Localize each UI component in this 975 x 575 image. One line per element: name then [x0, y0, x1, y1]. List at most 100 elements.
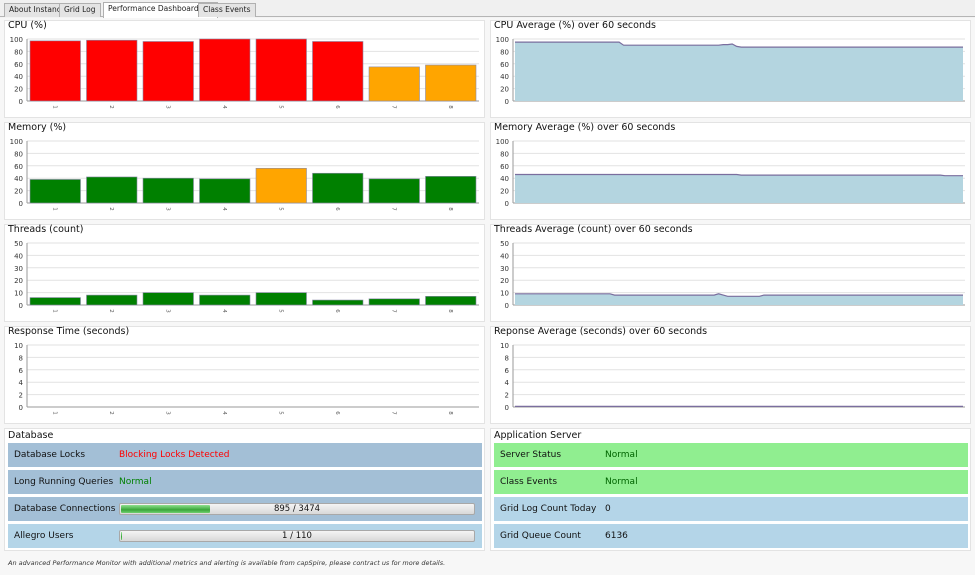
dashboard: CPU (%) 0 20 40 60 80 100 1 2 3 4 5 6 7 8 CPU Average… [0, 18, 975, 575]
tab-bar: About Instance Grid Log Performance Dash… [0, 0, 975, 18]
x-tick-label: 1 [51, 207, 57, 211]
y-tick-label: 10 [14, 290, 23, 298]
chart-title: Memory (%) [8, 122, 67, 133]
y-tick-label: 20 [14, 188, 23, 196]
x-tick-label: 3 [164, 207, 170, 211]
x-tick-label: 2 [108, 207, 114, 211]
progress-text: 1 / 110 [282, 531, 312, 541]
y-tick-label: 20 [14, 277, 23, 285]
area-fill [515, 174, 963, 203]
y-tick-label: 2 [19, 392, 23, 400]
tab-label: About Instance [9, 5, 66, 14]
bar [425, 296, 477, 306]
y-tick-label: 0 [19, 200, 23, 208]
memory-chart-panel: Memory (%) 0 20 40 60 80 100 1 2 3 4 5 6 7 8 [4, 122, 485, 220]
x-tick-label: 8 [447, 207, 453, 211]
y-tick-label: 0 [19, 98, 23, 106]
threads-bar-chart: 0 10 20 30 40 50 1 2 3 4 5 6 7 8 [14, 240, 479, 313]
y-tick-label: 4 [505, 379, 510, 387]
tab-grid-log[interactable]: Grid Log [59, 3, 101, 17]
row-label: Allegro Users [14, 531, 74, 541]
bar [368, 66, 420, 102]
y-tick-label: 80 [14, 150, 23, 158]
y-tick-label: 80 [500, 48, 509, 56]
y-tick-label: 6 [19, 367, 24, 375]
chart-title: Threads (count) [8, 224, 84, 235]
x-tick-label: 7 [390, 105, 396, 109]
x-tick-label: 8 [447, 309, 453, 313]
bar [142, 292, 194, 306]
y-tick-label: 2 [505, 392, 509, 400]
footer-note: An advanced Performance Monitor with add… [8, 559, 446, 567]
bar [29, 297, 81, 306]
bar [425, 64, 477, 102]
y-tick-label: 0 [505, 404, 509, 412]
long-running-queries-row: Long Running Queries Normal [8, 470, 482, 494]
row-label: Long Running Queries [14, 477, 114, 487]
database-connections-row: Database Connections 895 / 3474 [8, 497, 482, 521]
y-tick-label: 100 [10, 138, 23, 146]
y-tick-label: 40 [14, 175, 23, 183]
grid-queue-count-row: Grid Queue Count 6136 [494, 524, 968, 548]
tab-label: Class Events [203, 5, 251, 14]
y-tick-label: 60 [500, 61, 509, 69]
y-tick-label: 40 [500, 252, 509, 260]
bar [86, 176, 138, 204]
y-tick-label: 0 [505, 302, 509, 310]
database-locks-status: Blocking Locks Detected [119, 450, 230, 460]
allegro-users-progress: 1 / 110 [119, 530, 475, 542]
y-tick-label: 100 [10, 36, 23, 44]
row-label: Server Status [500, 450, 562, 460]
cpu-average-panel: CPU Average (%) over 60 seconds 0 20 40 60 8… [490, 20, 971, 118]
x-tick-label: 3 [164, 309, 170, 313]
x-tick-label: 2 [108, 411, 114, 415]
response-average-area-chart: 0 2 4 6 8 10 [500, 342, 965, 412]
y-tick-label: 0 [505, 98, 509, 106]
row-label: Grid Queue Count [500, 531, 581, 541]
row-label: Database Locks [14, 450, 86, 460]
x-tick-label: 8 [447, 411, 453, 415]
long-running-queries-status: Normal [119, 477, 152, 487]
bar [29, 179, 81, 204]
progress-fill [121, 505, 211, 513]
average-line [515, 41, 963, 48]
response-average-panel: Reponse Average (seconds) over 60 second… [490, 326, 971, 424]
x-tick-label: 3 [164, 411, 170, 415]
y-tick-label: 50 [500, 240, 509, 248]
threads-average-panel: Threads Average (count) over 60 seconds … [490, 224, 971, 322]
x-tick-label: 8 [447, 105, 453, 109]
x-tick-label: 4 [221, 207, 227, 211]
y-tick-label: 100 [496, 138, 509, 146]
y-tick-label: 10 [14, 342, 23, 350]
area-fill [515, 293, 963, 305]
chart-title: CPU Average (%) over 60 seconds [494, 20, 656, 31]
response-time-chart-panel: Response Time (seconds) 0 2 4 6 8 10 1 2 3 4 5 6 7 8 [4, 326, 485, 424]
x-tick-label: 4 [221, 105, 227, 109]
x-tick-label: 5 [277, 105, 283, 109]
application-server-title: Application Server [494, 430, 582, 441]
row-label: Database Connections [14, 504, 116, 514]
tab-class-events[interactable]: Class Events [198, 3, 256, 17]
bar [86, 294, 138, 306]
tab-label: Performance Dashboard [108, 4, 199, 13]
x-tick-label: 2 [108, 309, 114, 313]
threads-chart-panel: Threads (count) 0 10 20 30 40 50 1 2 3 4 5 6 7 8 [4, 224, 485, 322]
y-tick-label: 20 [14, 86, 23, 94]
x-tick-label: 6 [334, 309, 340, 313]
y-tick-label: 4 [19, 379, 24, 387]
server-status-row: Server Status Normal [494, 443, 968, 467]
grid-log-count-value: 0 [605, 504, 611, 514]
x-tick-label: 3 [164, 105, 170, 109]
y-tick-label: 0 [19, 404, 23, 412]
class-events-value: Normal [605, 477, 638, 487]
chart-title: Reponse Average (seconds) over 60 second… [494, 326, 708, 337]
row-label: Grid Log Count Today [500, 504, 597, 514]
y-tick-label: 100 [496, 36, 509, 44]
bar [312, 299, 364, 306]
bar [255, 167, 307, 204]
bar [86, 39, 138, 102]
class-events-row: Class Events Normal [494, 470, 968, 494]
y-tick-label: 60 [14, 61, 23, 69]
x-tick-label: 6 [334, 105, 340, 109]
